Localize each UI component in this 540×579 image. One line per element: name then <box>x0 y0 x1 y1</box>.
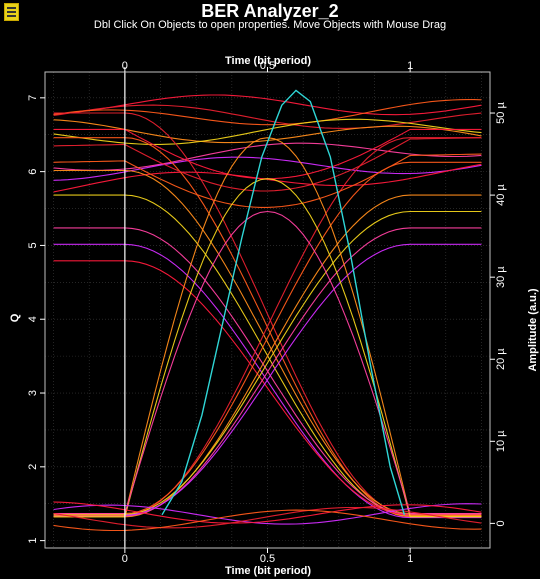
axes <box>40 67 495 553</box>
eye-trace <box>53 178 482 518</box>
amplitude-tick-label: 40 µ <box>495 184 507 206</box>
title-bar: BER Analyzer_2 Dbl Click On Objects to o… <box>0 0 540 31</box>
q-tick-label: 7 <box>27 95 39 101</box>
q-tick-label: 2 <box>27 464 39 470</box>
amplitude-tick-label: 10 µ <box>495 430 507 452</box>
q-tick-label: 1 <box>27 538 39 544</box>
x-tick-label-top: 0.5 <box>260 60 275 72</box>
amplitude-tick-label: 30 µ <box>495 266 507 288</box>
q-factor-line <box>161 89 406 516</box>
x-tick-label: 1 <box>407 553 413 565</box>
x-tick-label-top: 1 <box>407 60 413 72</box>
amplitude-tick-label: 20 µ <box>495 348 507 370</box>
amplitude-tick-label: 50 µ <box>495 102 507 124</box>
q-tick-label: 6 <box>27 169 39 175</box>
app-icon[interactable] <box>4 3 19 21</box>
eye-trace <box>53 227 482 517</box>
window-title: BER Analyzer_2 <box>201 1 339 21</box>
q-factor-curve <box>161 89 406 516</box>
left-axis-title: Q <box>9 313 21 322</box>
tick-labels: 0 0 0.5 0.5 1 1 1 2 3 4 5 6 7 0 10 µ 20 µ 30 µ 40 µ 50 µ <box>27 60 507 565</box>
q-tick-label: 3 <box>27 390 39 396</box>
bottom-axis-title: Time (bit period) <box>225 565 311 577</box>
instruction-text: Dbl Click On Objects to open properties.… <box>93 19 447 31</box>
x-tick-label: 0.5 <box>260 553 275 565</box>
q-tick-label: 4 <box>27 316 39 322</box>
eye-trace <box>53 161 482 515</box>
right-axis-title: Amplitude (a.u.) <box>527 288 539 371</box>
q-tick-label: 5 <box>27 242 39 248</box>
eye-trace <box>53 137 482 516</box>
amplitude-tick-label: 0 <box>495 520 507 526</box>
x-tick-label-top: 0 <box>122 60 128 72</box>
x-tick-label: 0 <box>122 553 128 565</box>
top-axis-title: Time (bit period) <box>225 55 311 67</box>
